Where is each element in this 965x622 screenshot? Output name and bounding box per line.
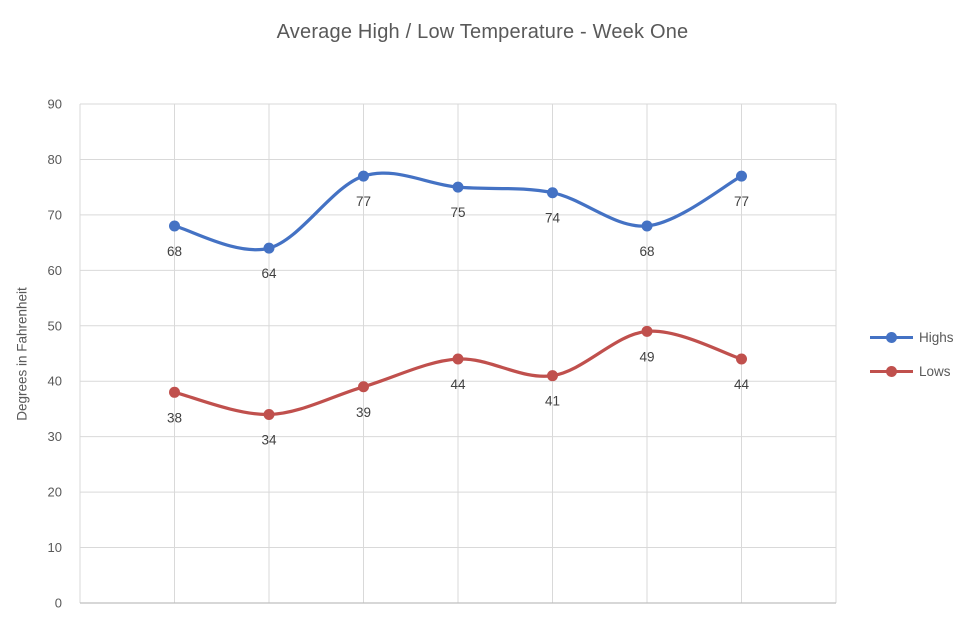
lows-data-point-7[interactable] (736, 353, 747, 365)
lows-data-point-6[interactable] (641, 325, 653, 337)
lows-data-point-5[interactable] (547, 370, 558, 382)
lows-data-label-7: 44 (734, 377, 750, 392)
legend-marker-icon (886, 365, 897, 377)
y-axis-tick-label: 30 (48, 429, 62, 444)
highs-data-label-3: 77 (356, 194, 371, 209)
highs-data-label-4: 75 (450, 205, 465, 220)
y-axis-tick-label: 80 (48, 152, 62, 167)
legend-marker-icon (886, 331, 897, 343)
lows-data-label-3: 39 (356, 405, 371, 420)
highs-data-point-2[interactable] (263, 242, 275, 254)
highs-data-point-1[interactable] (169, 220, 180, 232)
legend-item-lows[interactable]: Lows (868, 354, 954, 388)
lows-data-point-2[interactable] (263, 408, 275, 420)
highs-data-point-4[interactable] (452, 181, 464, 193)
highs-data-label-1: 68 (167, 244, 182, 259)
y-axis-tick-label: 20 (48, 485, 62, 500)
highs-data-point-3[interactable] (358, 170, 369, 182)
highs-data-point-5[interactable] (547, 187, 558, 199)
y-axis-tick-label: 90 (48, 97, 62, 112)
y-axis-tick-label: 70 (48, 207, 62, 222)
lows-data-label-2: 34 (261, 432, 277, 447)
lows-data-label-5: 41 (545, 394, 560, 409)
legend: Highs Lows (868, 320, 954, 388)
y-axis-tick-label: 50 (48, 318, 62, 333)
highs-data-point-7[interactable] (736, 170, 747, 182)
legend-item-highs[interactable]: Highs (868, 320, 954, 354)
lows-data-label-1: 38 (167, 410, 182, 425)
highs-data-point-6[interactable] (641, 220, 653, 232)
legend-swatch-highs (870, 331, 913, 343)
lows-data-label-4: 44 (450, 377, 466, 392)
lows-data-label-6: 49 (639, 349, 654, 364)
y-axis-tick-label: 40 (48, 374, 62, 389)
highs-data-label-2: 64 (261, 266, 277, 281)
highs-data-label-7: 77 (734, 194, 749, 209)
lows-data-point-1[interactable] (169, 386, 180, 398)
lows-data-point-3[interactable] (358, 381, 369, 393)
highs-data-label-5: 74 (545, 211, 561, 226)
y-axis-tick-label: 10 (48, 540, 62, 555)
y-axis-tick-label: 60 (48, 263, 62, 278)
legend-label-highs: Highs (919, 329, 954, 345)
highs-data-label-6: 68 (639, 244, 654, 259)
lows-data-point-4[interactable] (452, 353, 464, 365)
y-axis-tick-label: 0 (55, 596, 62, 611)
legend-label-lows: Lows (919, 363, 951, 379)
chart-title: Average High / Low Temperature - Week On… (276, 21, 689, 43)
legend-swatch-lows (870, 365, 913, 377)
